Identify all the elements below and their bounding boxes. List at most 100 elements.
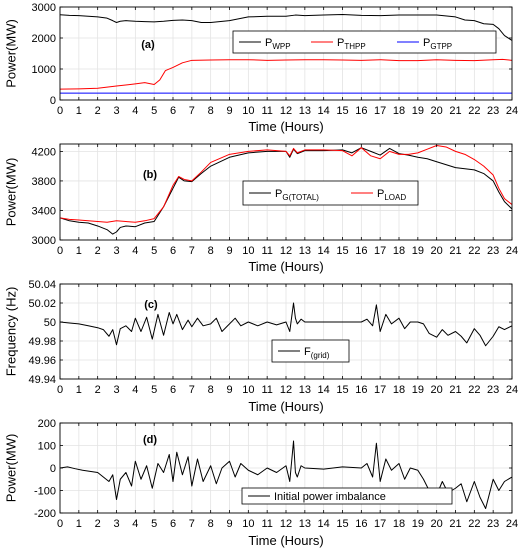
- x-tick-label: 5: [151, 245, 157, 257]
- y-tick-label: 49.96: [28, 355, 56, 367]
- series-line-p-load: [60, 144, 512, 223]
- x-tick-label: 1: [76, 245, 82, 257]
- x-tick-label: 12: [280, 245, 292, 257]
- x-tick-label: 17: [374, 384, 386, 396]
- legend-label: PLOAD: [377, 188, 406, 202]
- x-tick-label: 12: [280, 105, 292, 117]
- series-line-p-wpp: [60, 13, 512, 41]
- series-group: [60, 302, 512, 347]
- legend-item: PTHPP: [311, 37, 366, 51]
- y-tick-label: 2000: [32, 33, 56, 45]
- x-tick-label: 23: [487, 245, 499, 257]
- panel-label: (b): [143, 169, 157, 181]
- legend-item: PLOAD: [351, 188, 406, 202]
- x-tick-label: 19: [412, 105, 424, 117]
- legend: F(grid): [271, 339, 350, 363]
- x-tick-label: 12: [280, 518, 292, 530]
- y-tick-label: 50.02: [28, 298, 56, 310]
- y-tick-label: 49.98: [28, 336, 56, 348]
- x-tick-label: 19: [412, 384, 424, 396]
- x-tick-label: 22: [468, 105, 480, 117]
- x-tick-label: 16: [355, 518, 367, 530]
- legend-box: [271, 339, 350, 363]
- x-tick-label: 10: [242, 245, 254, 257]
- x-tick-label: 13: [299, 245, 311, 257]
- x-tick-label: 11: [261, 518, 272, 530]
- y-tick-label: 50.04: [28, 279, 56, 291]
- x-tick-label: 15: [336, 518, 348, 530]
- x-tick-label: 16: [355, 245, 367, 257]
- x-tick-label: 9: [226, 518, 232, 530]
- x-tick-label: 5: [151, 105, 157, 117]
- legend-item: PWPP: [239, 37, 291, 51]
- x-tick-label: 6: [170, 245, 176, 257]
- x-tick-label: 13: [299, 105, 311, 117]
- panel-d: 0 1 2 3 4 5 6 7 8 9 10 11 12 13 14 15 16 17 18 19 20 21 22 23 24…: [3, 418, 518, 548]
- y-axis-label: Power(MW): [3, 158, 18, 227]
- x-tick-label: 20: [431, 245, 443, 257]
- x-tick-label: 0: [57, 384, 63, 396]
- y-axis-label: Power(MW): [3, 19, 18, 88]
- panel-label: (a): [141, 39, 155, 51]
- x-tick-label: 8: [208, 518, 214, 530]
- x-tick-label: 21: [449, 105, 461, 117]
- x-tick-label: 1: [76, 384, 82, 396]
- x-tick-label: 18: [393, 518, 405, 530]
- x-tick-label: 14: [318, 518, 330, 530]
- series-line-p-thpp: [60, 58, 512, 90]
- x-tick-label: 17: [374, 518, 386, 530]
- series-group: [60, 13, 512, 94]
- x-tick-label: 23: [487, 105, 499, 117]
- legend: PG(TOTAL) PLOAD: [242, 180, 419, 206]
- x-tick-label: 7: [189, 105, 195, 117]
- x-axis-label: Time (Hours): [248, 533, 323, 548]
- y-tick-label: 4200: [32, 146, 56, 158]
- panel-b: 0 1 2 3 4 5 6 7 8 9 10 11 12 13 14 15 16 17 18 19 20 21 22 23 24…: [3, 143, 518, 274]
- x-tick-label: 4: [132, 518, 138, 530]
- x-tick-label: 6: [170, 384, 176, 396]
- x-tick-label: 23: [487, 518, 499, 530]
- y-tick-label: 50: [44, 317, 56, 329]
- x-tick-label: 15: [336, 245, 348, 257]
- x-tick-label: 24: [506, 384, 518, 396]
- x-tick-label: 13: [299, 384, 311, 396]
- legend-label: PWPP: [265, 37, 291, 51]
- x-tick-label: 5: [151, 518, 157, 530]
- panel-label: (d): [143, 434, 157, 446]
- x-tick-label: 4: [132, 245, 138, 257]
- x-tick-label: 6: [170, 105, 176, 117]
- x-tick-label: 12: [280, 384, 292, 396]
- legend: Initial power imbalance: [241, 487, 453, 505]
- y-axis-label: Power(MW): [3, 434, 18, 503]
- x-tick-label: 3: [113, 518, 119, 530]
- x-tick-label: 2: [95, 245, 101, 257]
- x-tick-label: 9: [226, 384, 232, 396]
- panel-a: 0 1 2 3 4 5 6 7 8 9 10 11 12 13 14 15 16 17 18 19 20 21 22 23 24…: [3, 2, 518, 134]
- legend-box: [232, 30, 497, 54]
- legend-box: [242, 180, 419, 206]
- x-tick-label: 10: [242, 384, 254, 396]
- x-tick-label: 18: [393, 384, 405, 396]
- x-tick-label: 15: [336, 105, 348, 117]
- legend-item: PGTPP: [397, 37, 452, 51]
- x-tick-label: 3: [113, 245, 119, 257]
- x-tick-label: 10: [242, 105, 254, 117]
- x-axis-label: Time (Hours): [248, 399, 323, 414]
- x-tick-label: 0: [57, 245, 63, 257]
- legend: PWPP PTHPP PGTPP: [232, 30, 497, 54]
- x-tick-label: 14: [318, 245, 330, 257]
- x-tick-label: 21: [449, 384, 461, 396]
- x-tick-label: 18: [393, 105, 405, 117]
- x-tick-label: 2: [95, 105, 101, 117]
- x-tick-label: 10: [242, 518, 254, 530]
- y-tick-label: 3000: [32, 235, 56, 247]
- x-tick-label: 0: [57, 518, 63, 530]
- legend-label: F(grid): [304, 346, 330, 360]
- x-tick-label: 0: [57, 105, 63, 117]
- x-tick-label: 5: [151, 384, 157, 396]
- x-tick-label: 1: [76, 518, 82, 530]
- x-tick-label: 9: [226, 105, 232, 117]
- panel-c: 0 1 2 3 4 5 6 7 8 9 10 11 12 13 14 15 16 17 18 19 20 21 22 23 24…: [3, 279, 518, 414]
- x-tick-label: 8: [208, 245, 214, 257]
